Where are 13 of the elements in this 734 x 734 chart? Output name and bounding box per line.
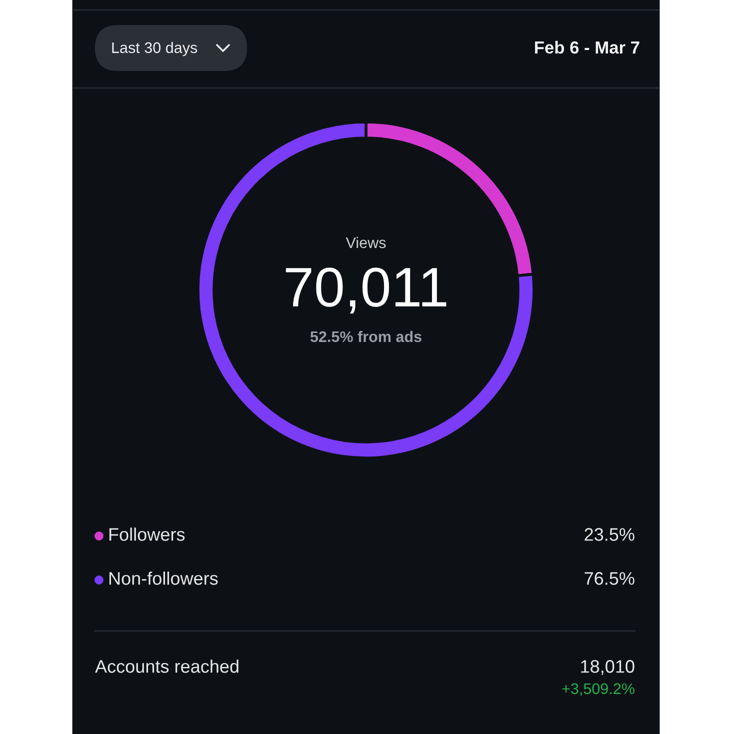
text: Feb 6 - Mar 7 <box>535 40 640 54</box>
text: 18,010 <box>581 660 634 675</box>
text: Accounts reached <box>95 660 238 673</box>
text: 70,011 <box>286 268 446 314</box>
legend-label: Non-followers <box>109 572 218 585</box>
legend-label: Followers <box>109 528 185 541</box>
data-label: 76.5% <box>584 572 634 585</box>
donut-slice <box>196 120 536 460</box>
text: Views <box>346 236 386 248</box>
data-label: 23.5% <box>584 528 634 541</box>
text: 52.5% from ads <box>310 330 422 342</box>
text: +3,509.2% <box>562 683 634 696</box>
text: Last 30 days <box>112 42 198 56</box>
